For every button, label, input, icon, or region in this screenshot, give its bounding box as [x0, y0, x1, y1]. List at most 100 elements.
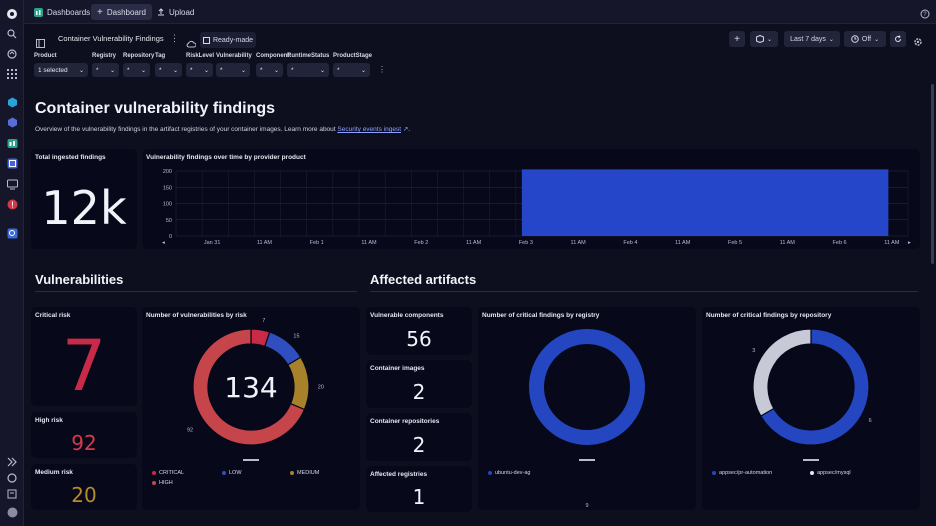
- notebook-icon[interactable]: [4, 486, 20, 502]
- donut-value-label: 6: [869, 418, 872, 424]
- filter-select-component[interactable]: * ⌄: [256, 63, 283, 77]
- tile-title: Number of critical findings by registry: [482, 312, 600, 319]
- filter-select-product[interactable]: 1 selected ⌄: [34, 63, 88, 77]
- alert-app-icon[interactable]: [4, 196, 20, 212]
- area-segment: [731, 169, 784, 236]
- tile-title: Vulnerable components: [370, 312, 444, 319]
- filter-value: *: [291, 66, 294, 74]
- chevron-down-icon: ⌄: [109, 67, 115, 74]
- filter-value: *: [260, 66, 263, 74]
- tile-title: Container repositories: [370, 418, 440, 425]
- user-avatar-icon[interactable]: [4, 504, 20, 520]
- legend-item[interactable]: CRITICAL: [152, 470, 184, 476]
- donut-slice: [752, 328, 812, 417]
- timeframe-selector[interactable]: Last 7 days ⌄: [784, 31, 840, 47]
- legend-item[interactable]: HIGH: [152, 480, 173, 486]
- cube-app-icon[interactable]: [4, 114, 20, 130]
- more-options-icon[interactable]: ⋮: [170, 33, 179, 43]
- chevron-down-icon: ⌄: [874, 36, 880, 43]
- vulnerabilities-by-risk-tile: Number of vulnerabilities by risk 7 15 20 9…: [142, 307, 360, 510]
- tab-dashboards[interactable]: Dashboards: [28, 4, 96, 20]
- x-tick-label: Feb 3: [519, 240, 533, 246]
- filter-select-risklevel[interactable]: * ⌄: [186, 63, 213, 77]
- filter-more-icon[interactable]: ⋮: [378, 65, 386, 74]
- legend-item[interactable]: ubuntu-dev-ag: [488, 470, 530, 476]
- section-divider: [370, 291, 918, 292]
- legend-item[interactable]: appsec/pr-automation: [712, 470, 772, 476]
- x-tick-label: 11 AM: [780, 240, 796, 246]
- vulnerable-components-tile: Vulnerable components 56: [366, 307, 472, 355]
- total-findings-value: 12k: [41, 181, 127, 235]
- settings-gear-icon[interactable]: [913, 34, 923, 52]
- filter-value: 1 selected: [38, 66, 68, 74]
- dashboard-title[interactable]: Container Vulnerability Findings: [58, 34, 164, 43]
- monitor-app-icon[interactable]: [4, 176, 20, 192]
- area-segment: [626, 169, 680, 236]
- filter-select-tag[interactable]: * ⌄: [155, 63, 182, 77]
- filter-select-runtimestatus[interactable]: * ⌄: [287, 63, 329, 77]
- tab-label: Dashboard: [106, 7, 146, 17]
- expand-sidebar-icon[interactable]: [4, 454, 20, 470]
- badge-label: Ready-made: [212, 36, 254, 44]
- legend-label: MEDIUM: [297, 470, 320, 476]
- workflow-icon[interactable]: [4, 46, 20, 62]
- page-title: Container vulnerability findings: [35, 100, 276, 117]
- x-tick-label: 11 AM: [675, 240, 691, 246]
- dynatrace-logo-icon[interactable]: [4, 6, 20, 22]
- legend-label: HIGH: [159, 480, 173, 486]
- legend-pager[interactable]: [803, 459, 819, 461]
- cube-icon: [755, 35, 764, 43]
- x-tick-label: 11 AM: [571, 240, 587, 246]
- tile-title: Medium risk: [35, 469, 73, 476]
- x-tick-label: Feb 6: [833, 240, 847, 246]
- segment-selector-button[interactable]: ⌄: [750, 31, 778, 47]
- sidebar-toggle-icon[interactable]: [36, 35, 45, 53]
- apps-grid-icon[interactable]: [4, 66, 20, 82]
- refresh-button[interactable]: [890, 31, 906, 47]
- external-link-icon[interactable]: ↗: [402, 126, 409, 133]
- settings-circle-icon[interactable]: [4, 470, 20, 486]
- legend-item[interactable]: appsec/mysql: [810, 470, 851, 476]
- filter-select-repository[interactable]: * ⌄: [123, 63, 150, 77]
- scroll-right-icon: ▸: [908, 240, 911, 246]
- filter-value: *: [96, 66, 99, 74]
- critical-by-repository-tile: Number of critical findings by repositor…: [702, 307, 920, 510]
- area-segment: [574, 169, 627, 236]
- grid-app-icon[interactable]: [4, 155, 20, 171]
- legend-pager[interactable]: [579, 459, 595, 461]
- legend-pager[interactable]: [243, 459, 259, 461]
- page-scrollbar[interactable]: [931, 84, 934, 264]
- tab-upload[interactable]: Upload: [151, 4, 200, 20]
- legend-label: appsec/mysql: [817, 470, 851, 476]
- x-tick-label: 11 AM: [361, 240, 377, 246]
- chevron-down-icon: ⌄: [273, 67, 279, 74]
- help-icon[interactable]: ?: [920, 6, 930, 24]
- description-text: Overview of the vulnerability findings i…: [35, 126, 336, 133]
- tab-dashboard[interactable]: + Dashboard: [91, 4, 152, 20]
- legend-item[interactable]: MEDIUM: [290, 470, 319, 476]
- dashboards-sidebar-icon[interactable]: [4, 135, 20, 151]
- auto-refresh-selector[interactable]: Off ⌄: [844, 31, 886, 47]
- upload-icon: [158, 8, 164, 16]
- y-tick-label: 100: [163, 202, 172, 208]
- tile-title: Number of vulnerabilities by risk: [146, 312, 247, 319]
- security-app-icon[interactable]: [4, 225, 20, 241]
- description-end: .: [408, 126, 411, 133]
- legend-dot: [712, 471, 716, 475]
- search-icon[interactable]: [4, 26, 20, 42]
- x-tick-label: 11 AM: [884, 240, 900, 246]
- y-tick-label: 200: [163, 169, 172, 175]
- registries-value: 1: [412, 485, 426, 509]
- filter-label: RiskLevel: [186, 53, 215, 59]
- filter-select-registry[interactable]: * ⌄: [92, 63, 119, 77]
- area-segment: [783, 169, 837, 236]
- donut-slice: [529, 329, 645, 445]
- filter-select-vulnerability[interactable]: * ⌄: [216, 63, 250, 77]
- area-segment: [678, 169, 732, 236]
- kubernetes-app-icon[interactable]: [4, 94, 20, 110]
- security-events-ingest-link[interactable]: Security events ingest: [337, 126, 401, 133]
- legend-item[interactable]: LOW: [222, 470, 242, 476]
- template-icon: [202, 36, 210, 44]
- filter-select-productstage[interactable]: * ⌄: [333, 63, 370, 77]
- add-tile-button[interactable]: +: [729, 31, 745, 47]
